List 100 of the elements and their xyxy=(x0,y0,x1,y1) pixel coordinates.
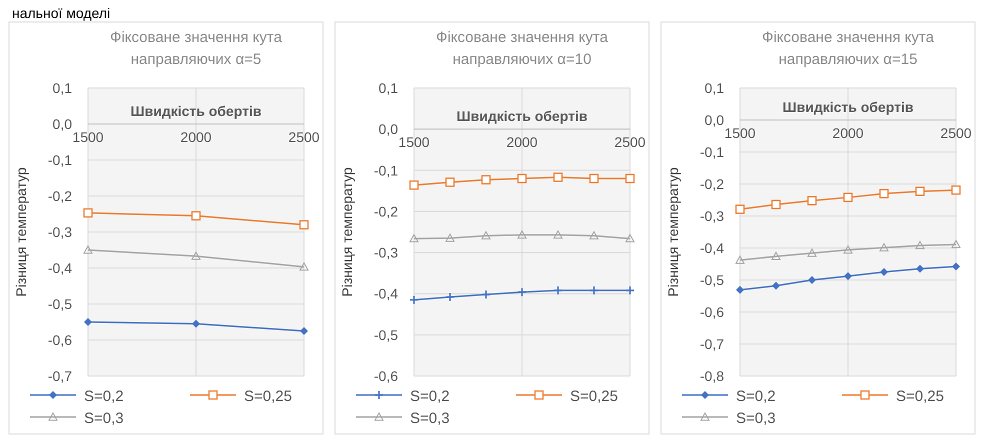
y-tick-label: -0,4 xyxy=(700,240,724,256)
point xyxy=(915,186,925,196)
y-tick-label: -0,6 xyxy=(700,304,724,320)
y-axis-title: Різниця температур xyxy=(13,167,29,297)
point xyxy=(191,211,201,220)
y-tick-label: 0,0 xyxy=(52,116,72,132)
point xyxy=(84,246,92,254)
point xyxy=(481,290,491,300)
point xyxy=(300,262,308,271)
point xyxy=(481,231,490,240)
point xyxy=(844,245,852,254)
legend-label: S=0,25 xyxy=(244,388,292,405)
x-tick-label: 1500 xyxy=(398,134,430,150)
point xyxy=(735,204,745,214)
x-tick-label: 2500 xyxy=(614,134,646,150)
x-tick-label: 2500 xyxy=(288,129,320,145)
point xyxy=(517,174,527,184)
legend-label: S=0,2 xyxy=(84,388,124,405)
point xyxy=(625,286,635,296)
y-tick-label: -0,6 xyxy=(374,368,398,384)
y-tick-label: -0,8 xyxy=(700,368,724,384)
point xyxy=(518,230,526,239)
chart-title: Фіксоване значення кута направляючих α=10 xyxy=(436,29,609,68)
point xyxy=(554,230,563,239)
point xyxy=(446,234,455,242)
point xyxy=(481,175,491,184)
point xyxy=(192,320,200,328)
y-tick-label: -0,1 xyxy=(374,162,398,178)
legend-label: S=0,25 xyxy=(896,388,944,405)
point xyxy=(192,252,200,260)
y-tick-label: 0,1 xyxy=(704,80,724,96)
point xyxy=(299,220,309,230)
point xyxy=(445,292,455,302)
point xyxy=(517,287,527,297)
point xyxy=(771,200,781,210)
y-tick-label: -0,7 xyxy=(48,368,72,384)
legend-label: S=0,25 xyxy=(570,388,618,405)
point xyxy=(772,252,781,260)
point xyxy=(952,262,960,271)
y-tick-label: -0,6 xyxy=(48,332,72,348)
y-tick-label: 0,1 xyxy=(378,80,398,96)
point xyxy=(915,240,924,250)
y-tick-label: -0,1 xyxy=(48,152,72,168)
point xyxy=(589,286,599,296)
point xyxy=(916,264,924,273)
point xyxy=(736,256,744,264)
point xyxy=(807,248,816,257)
y-axis-title: Різниця температур xyxy=(339,167,355,297)
point xyxy=(952,240,960,248)
point xyxy=(589,174,599,184)
point xyxy=(626,234,634,242)
point xyxy=(445,178,455,187)
y-tick-label: -0,1 xyxy=(700,144,724,160)
point xyxy=(625,174,635,184)
legend-label: S=0,2 xyxy=(736,388,776,405)
y-tick-label: -0,5 xyxy=(48,296,72,312)
x-tick-label: 2000 xyxy=(832,125,864,141)
point xyxy=(553,286,563,296)
point xyxy=(83,208,93,218)
legend-label: S=0,3 xyxy=(736,410,776,427)
point xyxy=(880,268,888,276)
chart-title: Фіксоване значення кута направляючих α=5 xyxy=(110,29,283,68)
x-tick-label: 1500 xyxy=(724,125,756,141)
x-axis-title: Швидкість обертів xyxy=(130,103,262,119)
y-tick-label: -0,2 xyxy=(374,203,398,220)
point xyxy=(736,286,744,294)
point xyxy=(409,180,419,190)
legend-label: S=0,3 xyxy=(410,410,450,427)
x-tick-label: 2000 xyxy=(506,134,538,150)
point xyxy=(772,282,780,290)
point xyxy=(553,172,563,182)
point xyxy=(410,234,418,242)
point xyxy=(409,295,419,305)
point xyxy=(807,196,817,206)
y-tick-label: -0,3 xyxy=(374,244,398,261)
y-tick-label: 0,1 xyxy=(52,80,72,96)
y-tick-label: -0,3 xyxy=(700,208,724,224)
chart-title: Фіксоване значення кута направляючих α=15 xyxy=(762,29,935,68)
x-axis-title: Швидкість обертів xyxy=(782,99,914,115)
point xyxy=(300,327,308,335)
legend-label: S=0,3 xyxy=(84,410,124,427)
y-tick-label: -0,4 xyxy=(374,286,398,302)
y-tick-label: 0,0 xyxy=(704,112,724,128)
y-tick-label: -0,3 xyxy=(48,224,72,240)
y-tick-label: -0,2 xyxy=(700,176,724,192)
y-tick-label: -0,5 xyxy=(374,326,398,343)
x-tick-label: 1500 xyxy=(72,129,104,145)
y-tick-label: -0,5 xyxy=(700,272,724,288)
point xyxy=(844,272,852,280)
point xyxy=(951,185,961,195)
y-axis-title: Різниця температур xyxy=(665,167,681,297)
y-tick-label: -0,2 xyxy=(48,188,72,204)
x-tick-label: 2500 xyxy=(940,125,972,141)
x-tick-label: 2000 xyxy=(180,129,212,145)
y-tick-label: -0,7 xyxy=(700,336,724,352)
legend-label: S=0,2 xyxy=(410,388,450,405)
point xyxy=(843,192,853,202)
point xyxy=(808,276,816,284)
x-axis-title: Швидкість обертів xyxy=(456,108,588,124)
text: нальної моделі xyxy=(12,5,110,21)
